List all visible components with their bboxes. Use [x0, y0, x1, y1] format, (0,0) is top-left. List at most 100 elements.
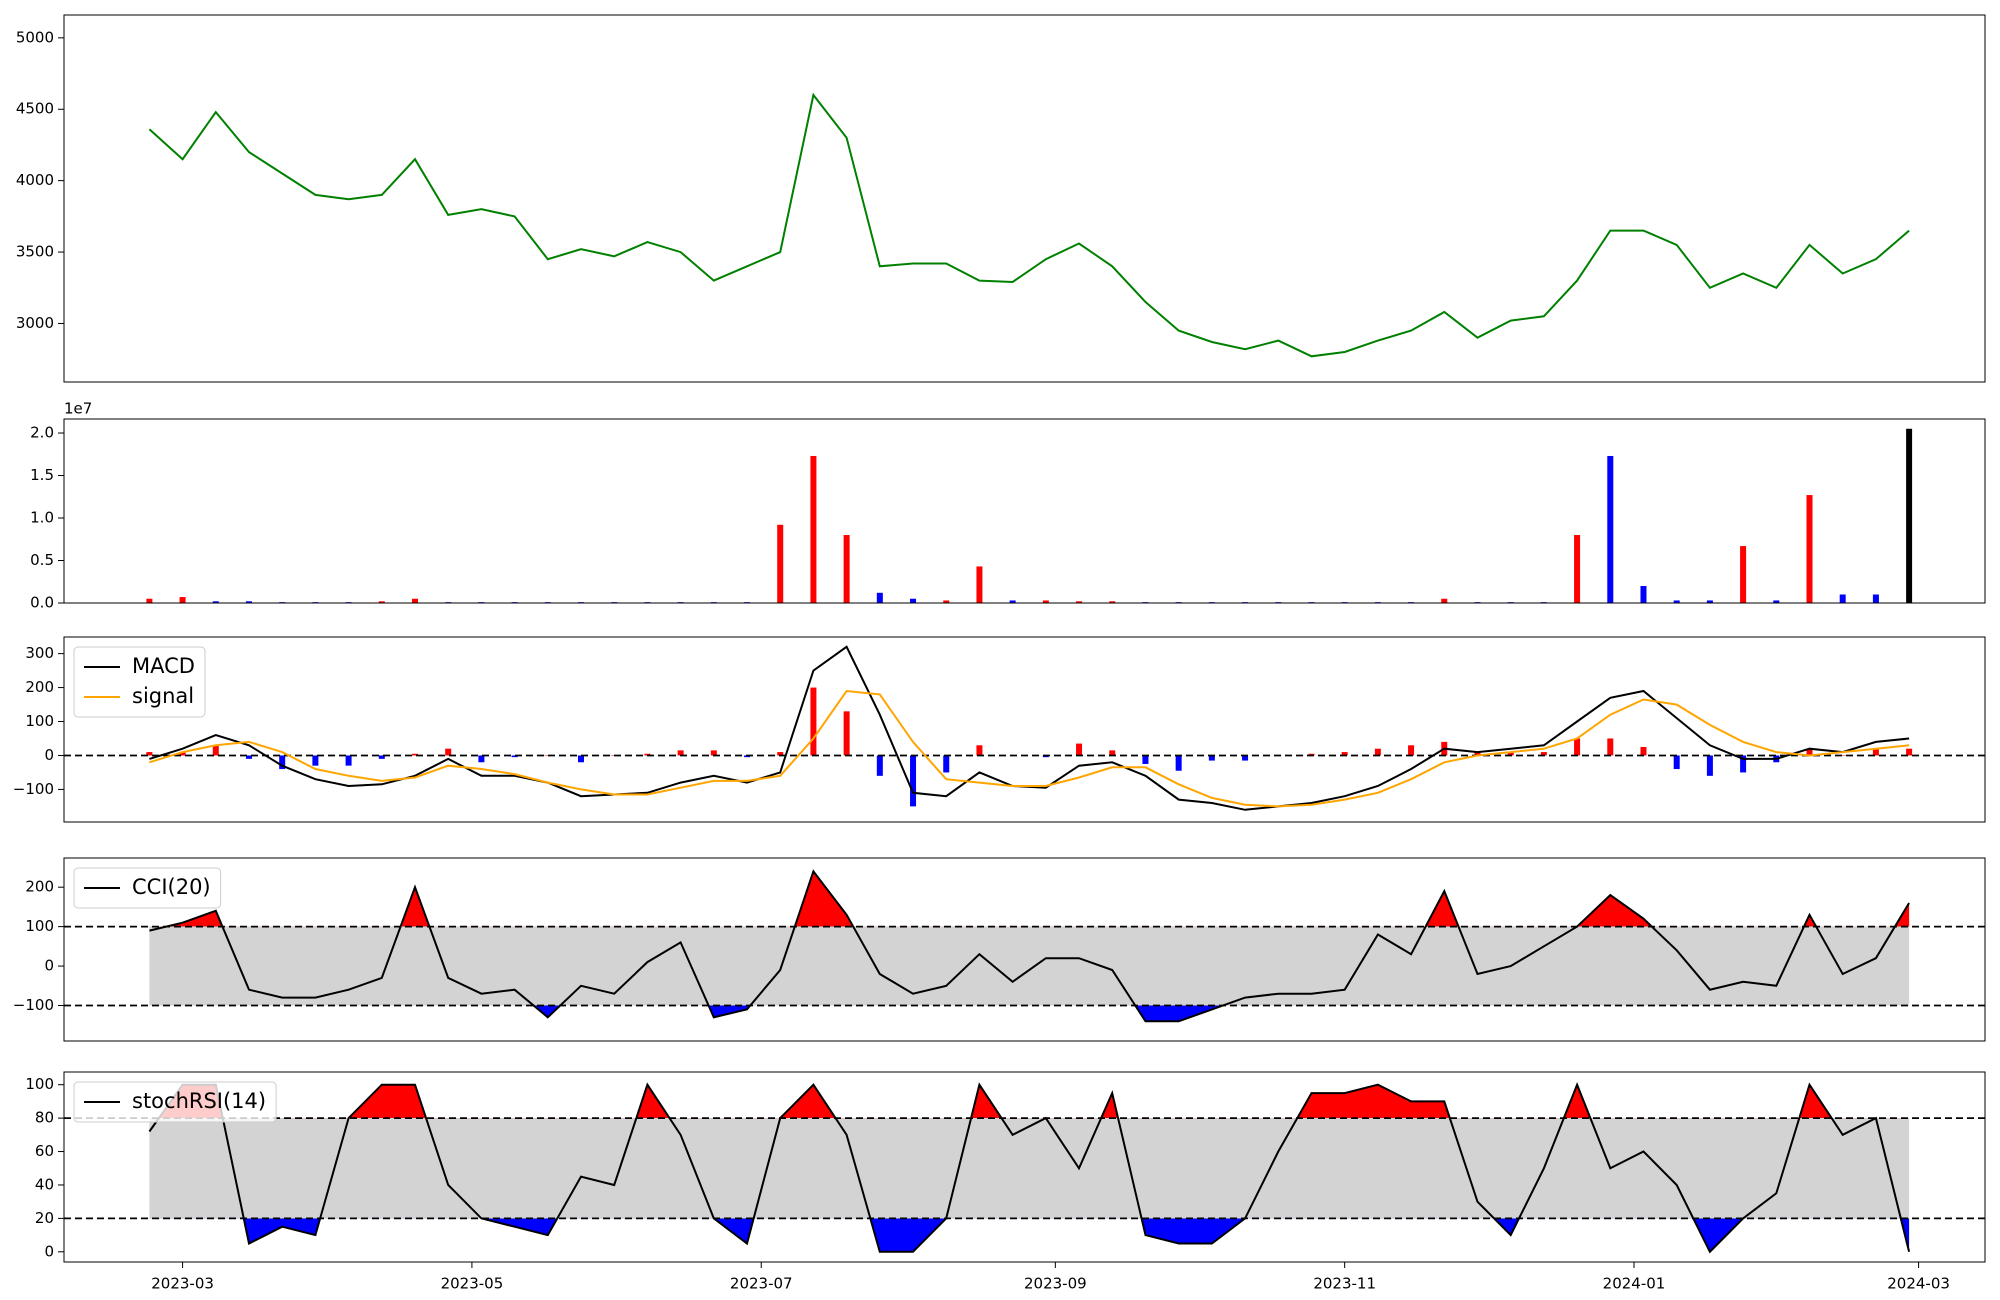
bar [1076, 743, 1083, 756]
y-tick-label: 100 [25, 1075, 54, 1093]
plot-area [64, 645, 1985, 811]
bar [411, 598, 418, 603]
bar [876, 592, 883, 603]
bar [1441, 598, 1448, 603]
bar [1740, 546, 1747, 603]
bar [810, 687, 817, 756]
bar [910, 598, 917, 603]
bar [245, 601, 252, 603]
y-tick-label: 1.0 [30, 509, 54, 527]
axes-frame [63, 1071, 1986, 1263]
y-tick-label: 200 [25, 878, 54, 896]
bar [1341, 752, 1348, 756]
bar [1042, 600, 1049, 603]
legend-label: stochRSI(14) [132, 1089, 266, 1113]
bar [1740, 755, 1747, 773]
y-tick-label: 0 [44, 1242, 54, 1260]
y-tick-label: 20 [35, 1209, 54, 1227]
bar [1640, 586, 1647, 603]
series-line [149, 869, 1910, 1023]
bar [943, 755, 950, 773]
bar [1607, 738, 1614, 756]
bar [179, 597, 186, 603]
x-tick-label: 2024-03 [1887, 1275, 1950, 1293]
bar [1806, 748, 1813, 756]
y-tick-label: 3500 [16, 243, 54, 261]
y-tick-label: 100 [25, 712, 54, 730]
y-tick-label: 4500 [16, 100, 54, 118]
neutral-band [149, 926, 1910, 1006]
y-tick-label: 200 [25, 678, 54, 696]
plot-area [64, 869, 1985, 1023]
y-tick-label: 0 [44, 746, 54, 764]
bar [279, 755, 286, 770]
bar [1574, 738, 1581, 756]
bar [1109, 750, 1116, 756]
y-tick-label: 2.0 [30, 424, 54, 442]
bar [146, 598, 153, 603]
y-tick-label: 0 [44, 957, 54, 975]
bar [578, 755, 585, 763]
bar [1574, 535, 1581, 603]
bar [1673, 600, 1680, 603]
y-tick-label: −100 [13, 780, 54, 798]
bar [1906, 428, 1913, 603]
legend: stochRSI(14) [73, 1081, 277, 1123]
x-tick-label: 2023-05 [441, 1275, 504, 1293]
bar [976, 745, 983, 756]
bar [245, 755, 252, 759]
axes-frame [63, 14, 1986, 383]
legend-box [73, 867, 222, 909]
bar [843, 535, 850, 603]
panel: 0 20 40 60 80 100 2023-03 2023-05 2023-07 2023-09… [25, 1071, 1986, 1293]
below-fill [149, 1218, 1910, 1252]
bar [1474, 752, 1481, 756]
bar [544, 755, 551, 756]
bar [1706, 755, 1713, 776]
bar [976, 566, 983, 603]
y-tick-label: 40 [35, 1175, 54, 1193]
y-tick-label: −100 [13, 996, 54, 1014]
plot-area [64, 1081, 1985, 1254]
bar [810, 455, 817, 603]
y-tick-label: 1.5 [30, 466, 54, 484]
bar [1408, 745, 1415, 756]
legend-box [73, 646, 206, 718]
y-tick-label: 0.0 [30, 594, 54, 612]
offset-label: 1e7 [64, 400, 92, 418]
bar [179, 752, 186, 756]
bar [1839, 755, 1846, 756]
bar [312, 755, 319, 766]
bar [843, 711, 850, 756]
bar [212, 601, 219, 603]
bar [677, 750, 684, 756]
legend-label: CCI(20) [132, 875, 211, 899]
plot-area [146, 428, 1913, 603]
bar [378, 755, 385, 759]
x-tick-label: 2023-03 [151, 1275, 214, 1293]
bar [445, 748, 452, 756]
bar [1806, 495, 1813, 603]
y-tick-label: 0.5 [30, 551, 54, 569]
x-tick-label: 2024-01 [1603, 1275, 1666, 1293]
panel: −100 0 100 200 300 MACD signal [13, 636, 1986, 823]
legend: CCI(20) [73, 867, 222, 909]
y-tick-label: 100 [25, 917, 54, 935]
bar [1640, 746, 1647, 756]
y-tick-label: 80 [35, 1109, 54, 1127]
bar [777, 752, 784, 756]
bar [1540, 752, 1547, 756]
bar [876, 755, 883, 776]
bar [943, 600, 950, 603]
legend-label: MACD [132, 654, 195, 678]
y-tick-label: 300 [25, 644, 54, 662]
series-line [148, 1081, 1911, 1254]
x-tick-label: 2023-11 [1313, 1275, 1376, 1293]
bar [1773, 600, 1780, 603]
panel: −100 0 100 200 CCI(20) [13, 857, 1986, 1042]
bar [1109, 601, 1116, 603]
legend: MACD signal [73, 646, 206, 718]
bar [1906, 748, 1913, 756]
y-tick-label: 3000 [16, 314, 54, 332]
